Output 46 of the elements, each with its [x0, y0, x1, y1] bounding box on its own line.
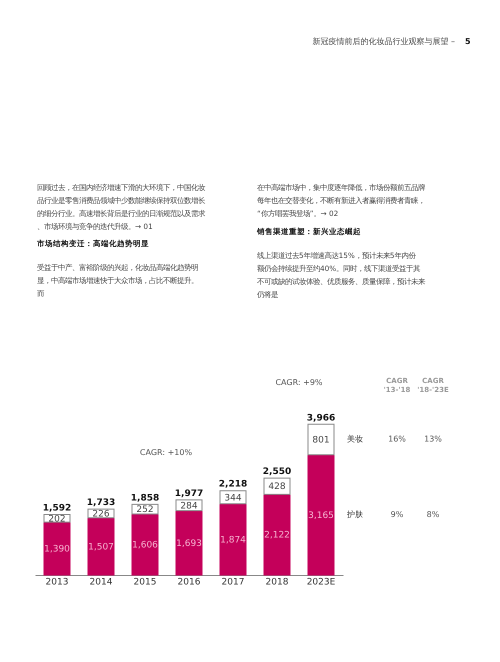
x-tick-label: 2016 [178, 578, 201, 588]
total-label: 1,858 [130, 493, 160, 504]
bar [44, 522, 70, 576]
bar [132, 513, 158, 576]
data-label: 428 [268, 482, 286, 492]
text: 新冠疫情前后的化妆品行业观察与展望 – [312, 37, 455, 46]
data-label: 202 [48, 514, 66, 524]
data-label: 1,874 [220, 535, 246, 546]
text: 13% [424, 434, 442, 444]
text: 9% [390, 510, 404, 519]
data-label: 801 [312, 436, 330, 446]
data-label: 1,507 [88, 542, 114, 552]
series-label: 美妆 [347, 434, 363, 444]
x-tick-label: 2023E [306, 578, 336, 588]
data-label: 226 [92, 509, 110, 520]
data-label: 344 [224, 493, 242, 504]
x-tick-label: 2013 [46, 578, 68, 588]
x-tick-label: 2017 [222, 578, 244, 588]
x-tick-label: 2015 [134, 578, 156, 588]
text: CAGR: +9% [275, 378, 323, 387]
total-label: 1,733 [86, 498, 116, 508]
text: 5 [465, 37, 471, 46]
bar [220, 503, 246, 576]
data-label: 1,606 [132, 540, 158, 550]
bar [88, 517, 114, 576]
data-label: 284 [180, 501, 198, 512]
total-label: 3,966 [306, 413, 336, 424]
bar [176, 510, 202, 576]
text: 16% [388, 434, 406, 444]
bar [264, 494, 290, 576]
bar [308, 424, 334, 456]
text: 8% [426, 510, 440, 519]
total-label: 1,592 [42, 504, 72, 514]
annotation: CAGR: +10% [140, 448, 192, 457]
x-tick-label: 2014 [90, 578, 113, 588]
data-label: 3,165 [308, 510, 334, 521]
bar [308, 454, 334, 576]
x-tick-label: 2018 [266, 578, 289, 588]
data-label: 1,693 [176, 538, 202, 549]
data-label: 2,122 [264, 530, 290, 541]
total-label: 2,550 [262, 467, 292, 478]
total-label: 1,977 [174, 488, 204, 499]
series-label: 护肤 [346, 510, 363, 519]
data-label: 252 [136, 505, 154, 516]
data-label: 1,390 [44, 544, 70, 555]
total-label: 2,218 [218, 480, 248, 490]
